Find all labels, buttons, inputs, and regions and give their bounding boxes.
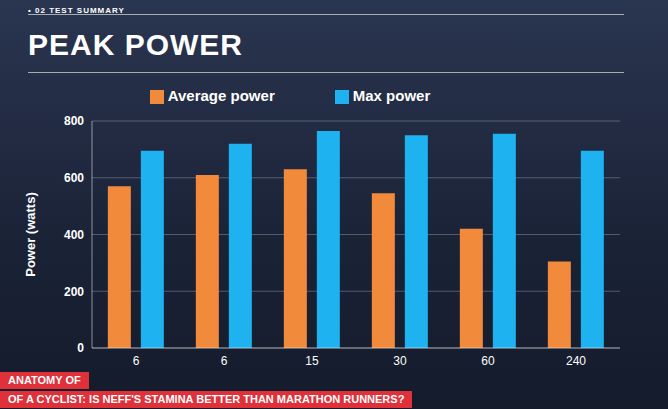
svg-text:0: 0 bbox=[77, 341, 84, 355]
html-text:• 02 TEST SUMMARY: • 02 TEST SUMMARY bbox=[28, 6, 125, 15]
svg-text:30: 30 bbox=[393, 354, 407, 368]
html-text:OF A CYCLIST: IS NEFF'S STAMIN: OF A CYCLIST: IS NEFF'S STAMINA BETTER T… bbox=[8, 393, 405, 405]
svg-text:400: 400 bbox=[64, 228, 84, 242]
html-text:Max power: Max power bbox=[352, 87, 431, 104]
svg-text:6: 6 bbox=[221, 354, 228, 368]
svg-text:60: 60 bbox=[481, 354, 495, 368]
svg-text:240: 240 bbox=[566, 354, 586, 368]
svg-text:600: 600 bbox=[64, 171, 84, 185]
svg-text:Power (watts): Power (watts) bbox=[23, 192, 38, 277]
html-text:ANATOMY OF: ANATOMY OF bbox=[8, 374, 81, 386]
svg-text:15: 15 bbox=[305, 354, 319, 368]
svg-text:800: 800 bbox=[64, 114, 84, 128]
html-text:PEAK POWER: PEAK POWER bbox=[28, 28, 243, 61]
svg-text:200: 200 bbox=[64, 285, 84, 299]
svg-text:6: 6 bbox=[133, 354, 140, 368]
html-text:Average power: Average power bbox=[167, 87, 275, 104]
